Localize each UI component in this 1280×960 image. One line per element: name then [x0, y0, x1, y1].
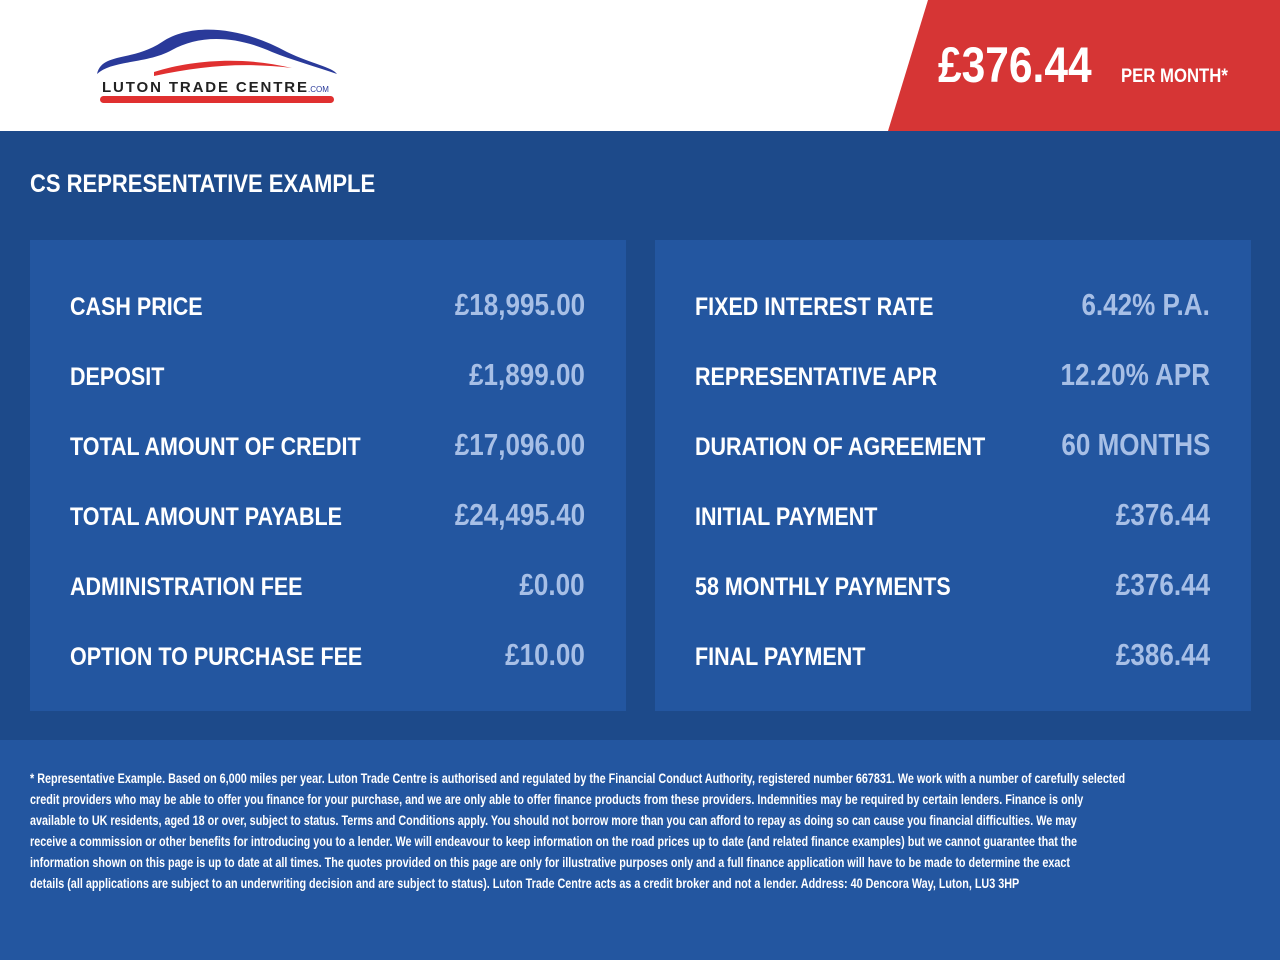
- finance-row: OPTION TO PURCHASE FEE £10.00: [70, 635, 585, 675]
- finance-row: DEPOSIT £1,899.00: [70, 355, 585, 395]
- disclaimer-line: credit providers who may be able to offe…: [30, 792, 1084, 807]
- finance-row: ADMINISTRATION FEE £0.00: [70, 565, 585, 605]
- header: LUTON TRADE CENTRE .COM £376.44 PER MONT…: [0, 0, 1280, 131]
- disclaimer: * Representative Example. Based on 6,000…: [0, 740, 1280, 960]
- disclaimer-line: receive a commission or other benefits f…: [30, 834, 1077, 849]
- finance-row: REPRESENTATIVE APR 12.20% APR: [695, 355, 1210, 395]
- row-label: ADMINISTRATION FEE: [70, 573, 303, 601]
- finance-row: TOTAL AMOUNT OF CREDIT £17,096.00: [70, 425, 585, 465]
- row-value: £386.44: [1115, 637, 1210, 672]
- disclaimer-line: details (all applications are subject to…: [30, 876, 1020, 891]
- monthly-price: £376.44: [938, 37, 1092, 93]
- row-value: £10.00: [505, 637, 585, 672]
- row-value: £18,995.00: [454, 287, 585, 322]
- row-value: £17,096.00: [454, 427, 585, 462]
- row-label: FINAL PAYMENT: [695, 643, 866, 671]
- right-panel: FIXED INTEREST RATE 6.42% P.A. REPRESENTAT…: [655, 240, 1251, 711]
- row-value: £24,495.40: [454, 497, 585, 532]
- logo: LUTON TRADE CENTRE .COM: [97, 29, 337, 103]
- disclaimer-line: * Representative Example. Based on 6,000…: [30, 771, 1126, 786]
- row-value: £376.44: [1115, 497, 1210, 532]
- row-value: £376.44: [1115, 567, 1210, 602]
- row-value: £0.00: [519, 567, 585, 602]
- row-label: DURATION OF AGREEMENT: [695, 433, 986, 461]
- price-banner: [888, 0, 1280, 131]
- row-label: 58 MONTHLY PAYMENTS: [695, 573, 951, 601]
- finance-row: FINAL PAYMENT £386.44: [695, 635, 1210, 675]
- row-label: TOTAL AMOUNT OF CREDIT: [70, 433, 361, 461]
- left-panel: CASH PRICE £18,995.00 DEPOSIT £1,899.00 TOTA…: [30, 240, 626, 711]
- row-label: TOTAL AMOUNT PAYABLE: [70, 503, 342, 531]
- row-value: 60 MONTHS: [1060, 427, 1210, 462]
- row-label: DEPOSIT: [70, 363, 165, 391]
- finance-row: FIXED INTEREST RATE 6.42% P.A.: [695, 285, 1210, 325]
- row-label: OPTION TO PURCHASE FEE: [70, 643, 363, 671]
- row-value: 12.20% APR: [1060, 357, 1210, 392]
- row-value: 6.42% P.A.: [1081, 287, 1210, 322]
- row-value: £1,899.00: [469, 357, 585, 392]
- finance-row: 58 MONTHLY PAYMENTS £376.44: [695, 565, 1210, 605]
- page-title: CS REPRESENTATIVE EXAMPLE: [30, 170, 376, 198]
- svg-text:LUTON TRADE CENTRE: LUTON TRADE CENTRE: [102, 79, 307, 96]
- finance-row: CASH PRICE £18,995.00: [70, 285, 585, 325]
- finance-row: TOTAL AMOUNT PAYABLE £24,495.40: [70, 495, 585, 535]
- finance-row: DURATION OF AGREEMENT 60 MONTHS: [695, 425, 1210, 465]
- per-month-label: PER MONTH*: [1121, 66, 1228, 87]
- svg-text:.COM: .COM: [308, 85, 329, 94]
- finance-row: INITIAL PAYMENT £376.44: [695, 495, 1210, 535]
- row-label: FIXED INTEREST RATE: [695, 293, 934, 321]
- row-label: INITIAL PAYMENT: [695, 503, 878, 531]
- row-label: CASH PRICE: [70, 293, 203, 321]
- disclaimer-line: information shown on this page is up to …: [30, 855, 1070, 870]
- disclaimer-line: available to UK residents, aged 18 or ov…: [30, 813, 1077, 828]
- row-label: REPRESENTATIVE APR: [695, 363, 938, 391]
